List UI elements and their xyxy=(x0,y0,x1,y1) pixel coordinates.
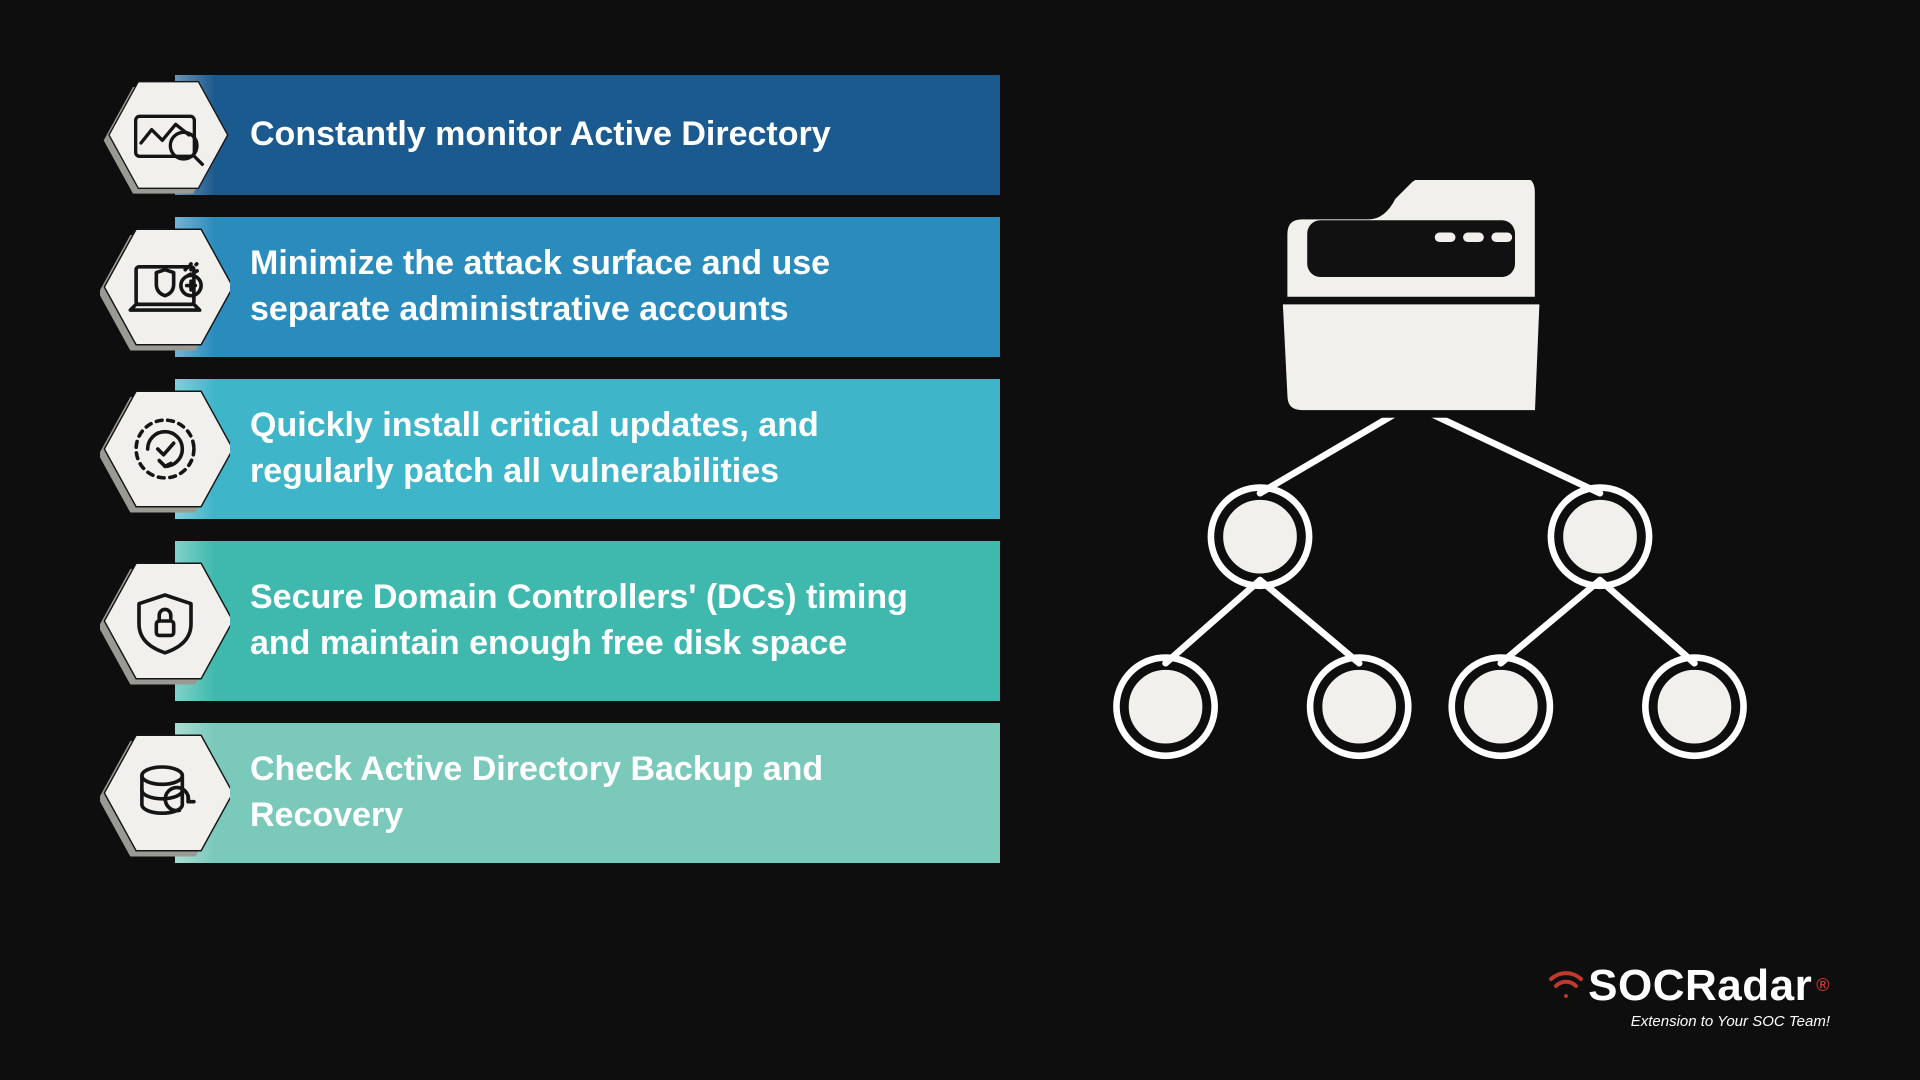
recommendation-row: Constantly monitor Active Directory xyxy=(100,75,1000,195)
logo-tagline: Extension to Your SOC Team! xyxy=(1546,1013,1830,1030)
recommendation-label: Check Active Directory Backup and Recove… xyxy=(250,747,970,839)
recommendation-row: Secure Domain Controllers' (DCs) timing … xyxy=(100,541,1000,701)
recommendation-row: Minimize the attack surface and use sepa… xyxy=(100,217,1000,357)
recommendation-label: Secure Domain Controllers' (DCs) timing … xyxy=(250,575,970,667)
recommendation-bar: Constantly monitor Active Directory xyxy=(175,75,1000,195)
recommendation-row: Check Active Directory Backup and Recove… xyxy=(100,723,1000,863)
recommendation-bar: Quickly install critical updates, and re… xyxy=(175,379,1000,519)
recommendation-row: Quickly install critical updates, and re… xyxy=(100,379,1000,519)
recommendation-bar: Check Active Directory Backup and Recove… xyxy=(175,723,1000,863)
hexagon-icon-container xyxy=(100,379,230,519)
hexagon-icon-container xyxy=(100,217,230,357)
recommendation-bar: Secure Domain Controllers' (DCs) timing … xyxy=(175,541,1000,701)
directory-tree-diagram xyxy=(1090,180,1770,780)
logo-text: SOCRadar xyxy=(1588,961,1812,1011)
hexagon-icon-container xyxy=(100,75,230,195)
recommendation-label: Minimize the attack surface and use sepa… xyxy=(250,241,970,333)
recommendation-label: Constantly monitor Active Directory xyxy=(250,112,831,158)
hexagon-icon-container xyxy=(100,541,230,701)
recommendation-bar: Minimize the attack surface and use sepa… xyxy=(175,217,1000,357)
socradar-logo: SOCRadar® Extension to Your SOC Team! xyxy=(1546,960,1830,1030)
signal-icon xyxy=(1546,960,1586,1011)
recommendation-list: Constantly monitor Active Directory Minim… xyxy=(100,75,1000,885)
hexagon-icon-container xyxy=(100,723,230,863)
recommendation-label: Quickly install critical updates, and re… xyxy=(250,403,970,495)
